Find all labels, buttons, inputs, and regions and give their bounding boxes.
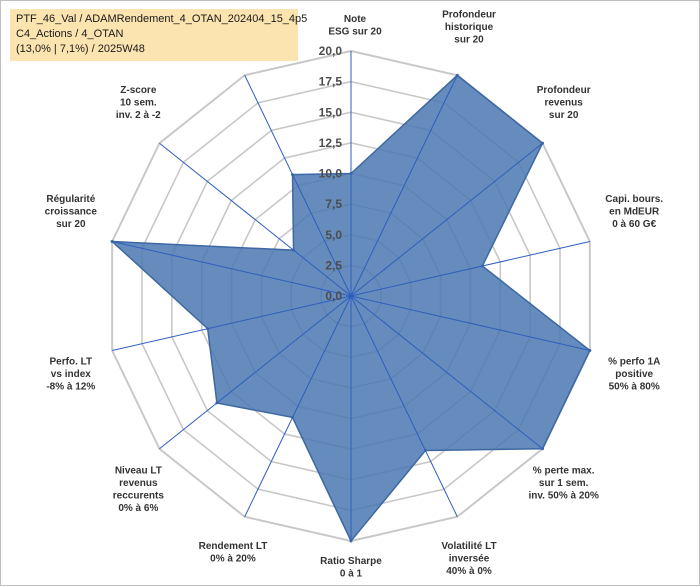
axis-label-line: 0% à 20% bbox=[210, 554, 256, 565]
spoke-volatilite-lt bbox=[350, 295, 458, 517]
axis-label-perfo-1a-positive: % perfo 1A positive 50% à 80% bbox=[608, 357, 660, 393]
axis-label-line: vs index bbox=[51, 369, 91, 380]
axis-label-z-score: Z-score 10 sem. inv. 2 à -2 bbox=[116, 85, 161, 121]
tick-label: 12,5 bbox=[319, 136, 343, 150]
axis-label-line: reccurents bbox=[113, 491, 165, 502]
axis-label-profondeur-revenus: Profondeur revenus sur 20 bbox=[537, 85, 591, 121]
tick-label: 20,0 bbox=[319, 44, 343, 58]
axis-label-line: Rendement LT bbox=[199, 541, 268, 552]
axis-label-line: inv. 50% à 20% bbox=[528, 491, 599, 502]
spoke-capi-bours bbox=[350, 240, 590, 297]
axis-label-line: Capi. bours. bbox=[605, 194, 663, 205]
axis-label-niveau-lt-revenus: Niveau LT revenus reccurents 0% à 6% bbox=[113, 466, 165, 515]
axis-label-line: croissance bbox=[45, 206, 98, 217]
axis-label-line: % perte max. bbox=[533, 466, 595, 477]
axis-label-line: 50% à 80% bbox=[609, 382, 660, 393]
axis-label-line: 0 à 60 G€ bbox=[612, 219, 656, 230]
axis-label-line: positive bbox=[615, 369, 653, 380]
axis-label-perfo-lt-index: Perfo. LT vs index -8% à 12% bbox=[46, 357, 95, 393]
axis-label-line: sur 20 bbox=[549, 110, 579, 121]
axis-label-perte-max: % perte max. sur 1 sem. inv. 50% à 20% bbox=[528, 466, 599, 502]
tick-label: 7,5 bbox=[325, 197, 342, 211]
axis-label-line: 0% à 6% bbox=[118, 503, 158, 514]
spoke-perfo-lt-index bbox=[112, 295, 352, 352]
spoke-niveau-lt-revenus bbox=[159, 295, 352, 450]
spoke-profondeur-historique bbox=[350, 75, 458, 297]
axis-label-line: Z-score bbox=[120, 85, 157, 96]
chart-title-box: PTF_46_Val / ADAMRendement_4_OTAN_202404… bbox=[10, 9, 308, 61]
axis-label-line: sur 20 bbox=[56, 219, 86, 230]
axis-label-line: inv. 2 à -2 bbox=[116, 110, 161, 121]
axis-label-line: Régularité bbox=[46, 194, 95, 205]
axis-label-line: historique bbox=[445, 22, 494, 33]
axis-label-line: Profondeur bbox=[537, 85, 591, 96]
axis-label-line: 10 sem. bbox=[120, 97, 157, 108]
axis-label-rendement-lt: Rendement LT 0% à 20% bbox=[199, 541, 268, 565]
axis-label-ratio-sharpe: Ratio Sharpe 0 à 1 bbox=[320, 556, 382, 580]
tick-label: 0,0 bbox=[325, 289, 342, 303]
axis-label-line: Perfo. LT bbox=[50, 357, 93, 368]
axis-label-line: ESG sur 20 bbox=[328, 27, 382, 38]
title-line-2: C4_Actions / 4_OTAN bbox=[16, 28, 124, 40]
axis-label-line: % perfo 1A bbox=[608, 357, 660, 368]
tick-label: 17,5 bbox=[319, 75, 343, 89]
spoke-rendement-lt bbox=[244, 295, 352, 517]
spoke-perfo-1a-positive bbox=[350, 295, 590, 352]
axis-label-line: Profondeur bbox=[442, 9, 496, 20]
axis-label-line: revenus bbox=[544, 97, 583, 108]
axis-label-line: Note bbox=[344, 14, 367, 25]
spoke-layer bbox=[112, 51, 590, 541]
axis-label-regularite-croissance: Régularité croissance sur 20 bbox=[45, 194, 98, 230]
axis-label-line: 0 à 1 bbox=[340, 569, 363, 580]
title-line-1: PTF_46_Val / ADAMRendement_4_OTAN_202404… bbox=[16, 13, 308, 25]
axis-label-line: revenus bbox=[119, 478, 158, 489]
axis-label-note-esg: Note ESG sur 20 bbox=[328, 14, 382, 38]
axis-label-volatilite-lt: Volatilité LT inversée 40% à 0% bbox=[441, 541, 496, 577]
spoke-regularite-croissance bbox=[112, 240, 352, 297]
axis-label-line: sur 1 sem. bbox=[539, 478, 589, 489]
axis-label-line: Volatilité LT bbox=[441, 541, 496, 552]
axis-label-line: sur 20 bbox=[454, 34, 484, 45]
spoke-z-score bbox=[159, 142, 352, 297]
axis-label-capi-bours: Capi. bours. en MdEUR 0 à 60 G€ bbox=[605, 194, 663, 230]
axis-label-line: Niveau LT bbox=[115, 466, 162, 477]
spoke-profondeur-revenus bbox=[350, 142, 543, 297]
axis-label-line: 40% à 0% bbox=[446, 566, 492, 577]
title-line-3: (13,0% | 7,1%) / 2025W48 bbox=[16, 43, 145, 55]
axis-label-profondeur-historique: Profondeur historique sur 20 bbox=[442, 9, 496, 45]
axis-label-line: inversée bbox=[449, 554, 490, 565]
tick-layer: 0,0 2,5 5,0 7,5 10,0 12,5 15,0 17,5 20,0 bbox=[319, 44, 343, 303]
tick-label: 15,0 bbox=[319, 105, 343, 119]
axis-label-line: en MdEUR bbox=[609, 206, 660, 217]
spoke-perte-max bbox=[350, 295, 543, 450]
tick-label: 10,0 bbox=[319, 167, 343, 181]
axis-label-line: Ratio Sharpe bbox=[320, 556, 382, 567]
spoke-momentum bbox=[244, 75, 352, 297]
axis-label-line: -8% à 12% bbox=[46, 382, 95, 393]
tick-label: 2,5 bbox=[325, 258, 342, 272]
tick-label: 5,0 bbox=[325, 228, 342, 242]
